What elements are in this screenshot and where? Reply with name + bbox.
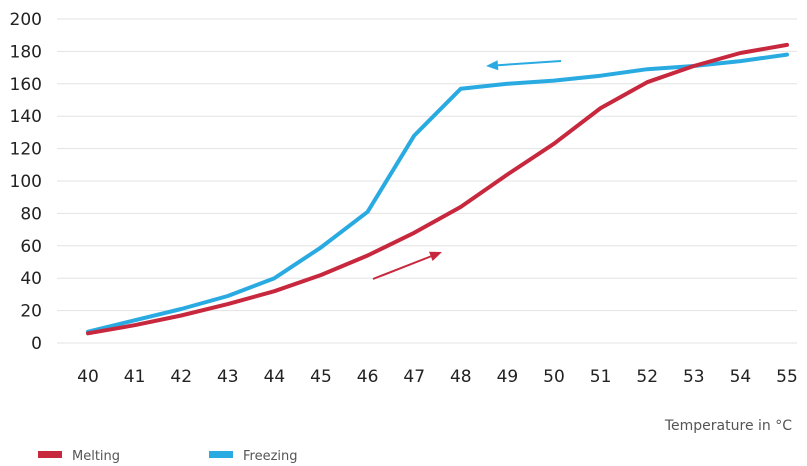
y-tick-label: 140 — [10, 107, 42, 127]
legend-label: Melting — [72, 449, 120, 464]
x-tick-label: 43 — [217, 367, 239, 387]
series-line-freezing — [86, 52, 789, 334]
x-tick-label: 40 — [77, 367, 99, 387]
legend: Melting Freezing — [38, 449, 298, 464]
arrow-melting-head — [429, 251, 442, 261]
series-layer — [86, 42, 789, 336]
x-axis-ticks: 40 41 42 43 44 45 46 47 48 49 50 51 52 53 54 55 — [77, 367, 798, 387]
y-tick-label: 180 — [10, 42, 42, 62]
y-tick-label: 20 — [20, 302, 42, 322]
x-tick-label: 46 — [357, 367, 379, 387]
x-tick-label: 49 — [497, 367, 519, 387]
x-tick-label: 55 — [776, 367, 798, 387]
legend-item-freezing: Freezing — [209, 449, 298, 464]
x-tick-label: 52 — [636, 367, 658, 387]
arrow-freezing — [486, 60, 562, 71]
y-tick-label: 0 — [31, 334, 42, 354]
legend-swatch — [209, 451, 233, 458]
arrow-freezing-shaft — [497, 60, 562, 67]
arrow-melting — [372, 251, 442, 280]
legend-swatch — [38, 451, 62, 458]
legend-item-melting: Melting — [38, 449, 120, 464]
x-tick-label: 45 — [310, 367, 332, 387]
series-line-melting — [86, 42, 789, 336]
annotation-layer — [372, 60, 562, 280]
x-tick-label: 51 — [590, 367, 612, 387]
arrow-melting-shaft — [372, 255, 432, 280]
x-tick-label: 54 — [730, 367, 752, 387]
y-tick-label: 120 — [10, 140, 42, 160]
x-axis-title: Temperature in °C — [664, 418, 792, 434]
y-axis-ticks: 0 20 40 60 80 100 120 140 160 180 200 — [10, 10, 42, 354]
y-tick-label: 100 — [10, 172, 42, 192]
x-tick-label: 42 — [170, 367, 192, 387]
y-tick-label: 200 — [10, 10, 42, 30]
x-tick-label: 47 — [403, 367, 425, 387]
legend-label: Freezing — [243, 449, 298, 464]
y-tick-label: 40 — [20, 269, 42, 289]
x-tick-label: 41 — [124, 367, 146, 387]
y-tick-label: 160 — [10, 75, 42, 95]
x-tick-label: 53 — [683, 367, 705, 387]
y-tick-label: 80 — [20, 204, 42, 224]
x-tick-label: 44 — [264, 367, 286, 387]
arrow-freezing-head — [486, 60, 499, 71]
x-tick-label: 50 — [543, 367, 565, 387]
y-tick-label: 60 — [20, 237, 42, 257]
x-tick-label: 48 — [450, 367, 472, 387]
